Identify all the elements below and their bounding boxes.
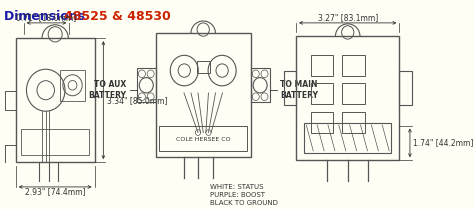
Bar [310,83,333,104]
Text: WHITE: STATUS
PURPLE: BOOST
BLACK TO GROUND: WHITE: STATUS PURPLE: BOOST BLACK TO GRO… [210,184,278,206]
Text: 3.34" [85.0mm]: 3.34" [85.0mm] [107,96,167,105]
Bar [21,129,89,155]
Bar [296,36,400,160]
Bar [159,126,247,151]
Bar [342,83,365,104]
Bar [156,33,250,157]
Bar [342,112,365,133]
Bar [5,90,16,110]
Text: COLE HERSEE CO: COLE HERSEE CO [176,137,230,142]
Text: TO AUX
BATTERY: TO AUX BATTERY [88,80,126,101]
Bar [60,70,85,101]
Bar [310,112,333,133]
Text: 1.74" [44.2mm]: 1.74" [44.2mm] [413,138,474,147]
Text: TO MAIN
BATTERY: TO MAIN BATTERY [280,80,318,101]
Bar [197,61,210,73]
Bar [400,71,412,105]
Text: 3.27" [83.1mm]: 3.27" [83.1mm] [318,13,378,22]
Bar [137,68,156,102]
Bar [304,123,391,153]
Bar [342,55,365,76]
Bar [310,55,333,76]
Bar [284,71,296,105]
Text: 48525 & 48530: 48525 & 48530 [64,10,171,23]
Text: 2.93" [74.4mm]: 2.93" [74.4mm] [25,187,85,196]
Bar [250,68,270,102]
Text: 0.71" [18.0mm]: 0.71" [18.0mm] [17,13,77,22]
Bar [16,38,95,162]
Text: Dimensions: Dimensions [3,10,89,23]
